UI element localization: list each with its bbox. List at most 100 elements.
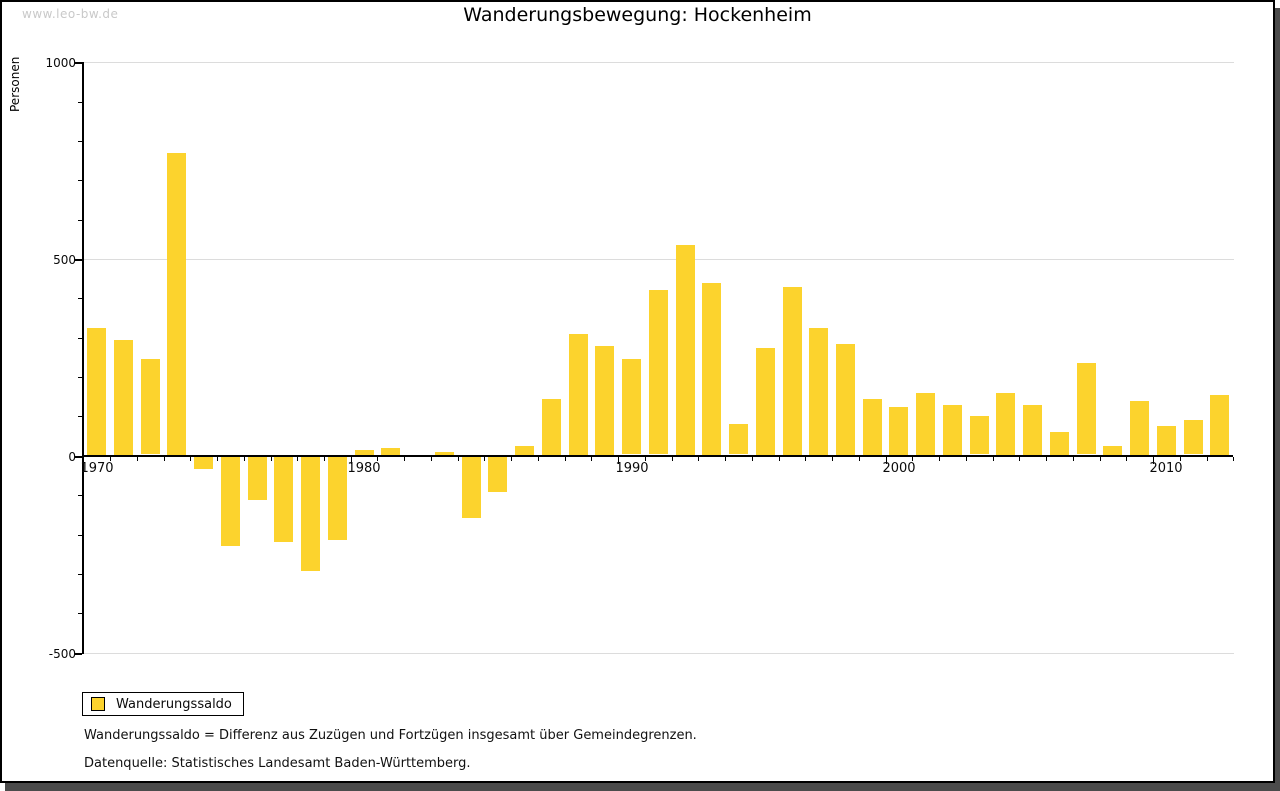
x-tick-label-2010: 2010	[1149, 461, 1183, 476]
bar-1986	[515, 446, 534, 455]
legend: Wanderungssaldo	[82, 692, 244, 716]
bar-1998	[836, 344, 855, 455]
bar-2012	[1210, 395, 1229, 455]
x-minor-tick	[1126, 457, 1127, 461]
x-minor-tick	[912, 457, 913, 461]
y-minor-tick	[78, 574, 82, 575]
bar-1977	[274, 457, 293, 542]
x-minor-tick	[1233, 457, 1234, 461]
x-minor-tick	[271, 457, 272, 461]
bar-1989	[595, 346, 614, 455]
x-minor-tick	[297, 457, 298, 461]
x-minor-tick	[244, 457, 245, 461]
x-minor-tick	[993, 457, 994, 461]
x-minor-tick	[217, 457, 218, 461]
y-minor-tick	[78, 180, 82, 181]
y-minor-tick	[78, 613, 82, 614]
watermark: www.leo-bw.de	[22, 7, 119, 21]
y-major-tick	[74, 259, 82, 261]
bar-1972	[141, 359, 160, 454]
y-minor-tick	[78, 416, 82, 417]
x-minor-tick	[1207, 457, 1208, 461]
source-note: Datenquelle: Statistisches Landesamt Bad…	[84, 756, 471, 771]
y-minor-tick	[78, 377, 82, 378]
x-minor-tick	[110, 457, 111, 461]
x-major-tick	[351, 457, 352, 464]
bar-2006	[1050, 432, 1069, 455]
x-minor-tick	[324, 457, 325, 461]
definition-note: Wanderungssaldo = Differenz aus Zuzügen …	[84, 728, 697, 743]
bar-1983	[435, 452, 454, 455]
chart-title: Wanderungsbewegung: Hockenheim	[463, 4, 812, 26]
x-minor-tick	[752, 457, 753, 461]
x-tick-label-2000: 2000	[882, 461, 916, 476]
x-minor-tick	[511, 457, 512, 461]
bar-1990	[622, 359, 641, 454]
y-minor-tick	[78, 535, 82, 536]
bar-1979	[328, 457, 347, 540]
y-minor-tick	[78, 495, 82, 496]
x-axis-line	[82, 455, 1233, 457]
y-minor-tick	[78, 141, 82, 142]
x-minor-tick	[484, 457, 485, 461]
x-tick-label-1980: 1980	[347, 461, 381, 476]
x-minor-tick	[190, 457, 191, 461]
gridline--500	[84, 653, 1234, 654]
bar-1975	[221, 457, 240, 546]
bar-2009	[1130, 401, 1149, 455]
x-minor-tick	[859, 457, 860, 461]
x-minor-tick	[431, 457, 432, 461]
bar-1981	[381, 448, 400, 455]
bar-1973	[167, 153, 186, 455]
bar-1976	[248, 457, 267, 500]
x-major-tick	[83, 457, 84, 464]
x-minor-tick	[698, 457, 699, 461]
x-minor-tick	[939, 457, 940, 461]
x-minor-tick	[458, 457, 459, 461]
x-minor-tick	[805, 457, 806, 461]
x-minor-tick	[404, 457, 405, 461]
y-minor-tick	[78, 298, 82, 299]
bar-2004	[996, 393, 1015, 455]
bar-2005	[1023, 405, 1042, 455]
bar-1984	[462, 457, 481, 518]
x-minor-tick	[966, 457, 967, 461]
bar-2011	[1184, 420, 1203, 454]
gridline-1000	[84, 62, 1234, 63]
y-major-tick	[74, 653, 82, 655]
legend-label: Wanderungssaldo	[116, 696, 232, 712]
bar-2000	[889, 407, 908, 455]
y-tick-label-0: 0	[68, 450, 76, 464]
x-minor-tick	[591, 457, 592, 461]
y-axis-line	[82, 62, 84, 654]
bar-1996	[783, 287, 802, 455]
x-minor-tick	[1073, 457, 1074, 461]
bar-2008	[1103, 446, 1122, 455]
bar-1985	[488, 457, 507, 492]
x-minor-tick	[538, 457, 539, 461]
gridline-500	[84, 259, 1234, 260]
x-minor-tick	[1046, 457, 1047, 461]
x-minor-tick	[645, 457, 646, 461]
bar-1993	[702, 283, 721, 455]
bar-2007	[1077, 363, 1096, 454]
bar-1991	[649, 290, 668, 454]
x-minor-tick	[565, 457, 566, 461]
bar-2001	[916, 393, 935, 455]
x-tick-label-1970: 1970	[80, 461, 114, 476]
bar-1980	[355, 450, 374, 455]
x-minor-tick	[1019, 457, 1020, 461]
x-minor-tick	[725, 457, 726, 461]
y-minor-tick	[78, 338, 82, 339]
x-minor-tick	[1100, 457, 1101, 461]
x-major-tick	[886, 457, 887, 464]
legend-swatch-icon	[91, 697, 105, 711]
bar-1970	[87, 328, 106, 455]
y-tick-label--500: -500	[48, 647, 76, 661]
bar-1995	[756, 348, 775, 455]
bar-1987	[542, 399, 561, 455]
y-minor-tick	[78, 102, 82, 103]
bar-2003	[970, 416, 989, 454]
bar-2002	[943, 405, 962, 455]
